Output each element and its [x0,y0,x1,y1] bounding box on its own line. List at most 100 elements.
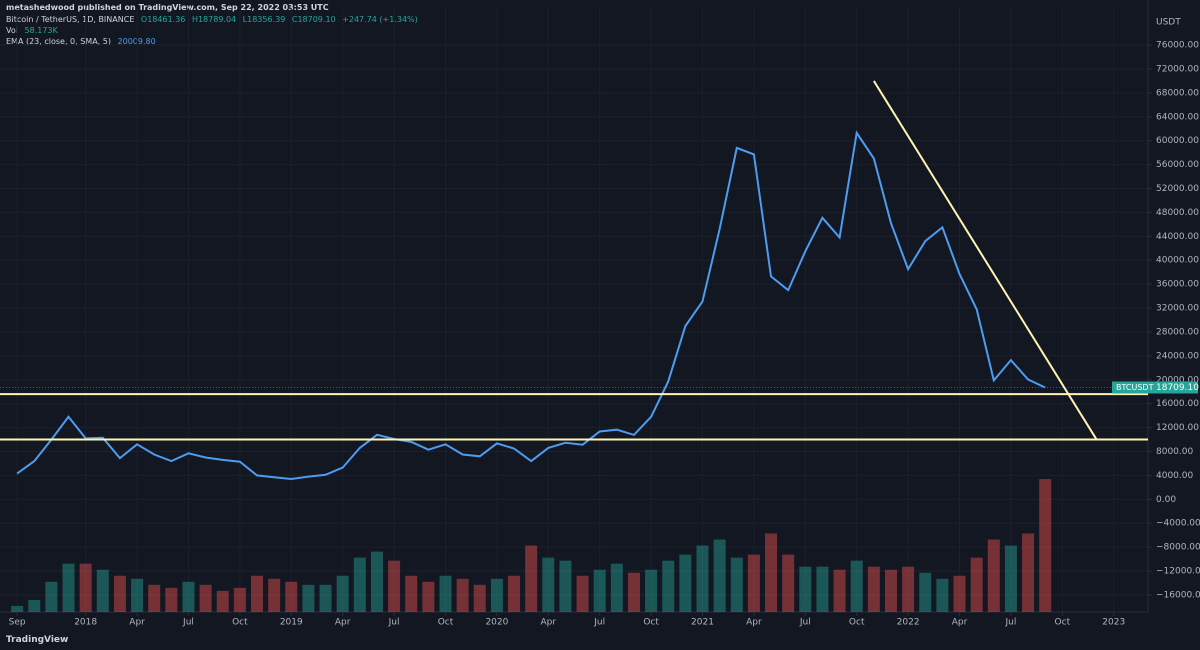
volume-bar [542,557,555,612]
volume-bar [148,584,161,612]
volume-bar [113,575,126,612]
x-tick-label: 2018 [74,618,97,628]
volume-bar [182,581,195,612]
x-tick-label: Oct [232,618,248,628]
volume-bar [336,575,349,612]
x-tick-label: 2019 [280,618,303,628]
y-tick-label: 52000.00 [1156,184,1199,194]
x-tick-label: Apr [129,618,145,628]
x-tick-label: Jul [593,618,605,628]
volume-bar [62,563,75,612]
volume-bar [456,578,469,612]
chart: USDT 76000.00 72000.00 68000.00 64000.00 600… [0,0,1200,628]
volume-bar [525,545,538,612]
volume-bar [233,587,246,612]
y-tick-label: 28000.00 [1156,327,1199,337]
volume-bar [765,533,778,612]
volume-bar [45,581,58,612]
y-tick-label: 56000.00 [1156,160,1199,170]
x-tick-label: Apr [952,618,968,628]
volume-bar [11,605,24,612]
volume-bar [953,575,966,612]
trend-line [873,80,1098,441]
volume-bar [610,563,623,612]
vol: 58.173K [24,26,58,35]
y-tick-label: 12000.00 [1156,423,1199,433]
y-tick-label: 36000.00 [1156,280,1199,290]
x-tick-label: Oct [849,618,865,628]
volume-bar [1039,479,1052,612]
y-tick-label: −12000.00 [1156,567,1200,577]
volume-bar [319,584,332,612]
volume-bar [216,590,229,612]
y-tick-label: 60000.00 [1156,136,1199,146]
volume-bar [1004,545,1017,612]
volume-bar [473,584,486,612]
volume-bar [696,545,709,612]
volume-bar [559,560,572,612]
volume-bar [936,578,949,612]
y-tick-label: 72000.00 [1156,64,1199,74]
volume-bar [268,578,281,612]
volume-bar [730,557,743,612]
last-price-box [1112,381,1198,394]
x-tick-label: Oct [643,618,659,628]
volume-bar [490,578,503,612]
volume-bar [679,554,692,612]
volume-bar [353,557,366,612]
volume-bar [833,569,846,612]
y-tick-label: 24000.00 [1156,351,1199,361]
x-tick-label: Jul [388,618,400,628]
x-tick-label: Jul [182,618,194,628]
volume-bar [388,560,401,612]
volume-bar [405,575,418,612]
volume-bar [1022,533,1035,612]
y-tick-label: 20000.00 [1156,375,1199,385]
y-tick-label: 48000.00 [1156,208,1199,218]
x-tick-label: 2020 [485,618,508,628]
x-tick-label: Jul [799,618,811,628]
last-price-name: BTCUSDT [1116,383,1154,392]
y-tick-label: 40000.00 [1156,256,1199,266]
volume-bar [902,566,915,612]
y-tick-label: 32000.00 [1156,304,1199,314]
vol-label: Vol [6,26,18,35]
volume-bar [199,584,212,612]
volume-bar [970,557,983,612]
volume-bar [285,581,298,612]
volume-bar [816,566,829,612]
change: +247.74 (+1.34%) [342,15,418,24]
volume-bar [165,587,178,612]
x-tick-label: Sep [9,618,26,628]
publisher: metashedwood published on TradingView.co… [6,3,329,12]
volume-bar [508,575,521,612]
y-tick-label: 0.00 [1156,495,1176,505]
volume-bar [302,584,315,612]
volume-bar [850,560,863,612]
y-tick-label: −4000.00 [1156,519,1200,529]
legend-line: Vol 58.173K [6,25,58,36]
y-tick-label: 68000.00 [1156,88,1199,98]
volume-bar [422,581,435,612]
y-tick-label: 76000.00 [1156,41,1199,51]
volume-bar [799,566,812,612]
x-tick-label: Oct [438,618,454,628]
x-tick-label: Apr [335,618,351,628]
x-tick-label: 2023 [1102,618,1125,628]
y-tick-label: 4000.00 [1156,471,1193,481]
volume-bar [782,554,795,612]
y-tick-label: 16000.00 [1156,399,1199,409]
volume-bar [251,575,264,612]
ema-label: EMA (23, close, 0, SMA, 5) [6,37,111,46]
close: C18709.10 [291,15,336,24]
volume-bar [593,569,606,612]
x-tick-label: 2022 [897,618,920,628]
x-tick-label: Apr [541,618,557,628]
volume-bar [747,554,760,612]
y-tick-label: 44000.00 [1156,232,1199,242]
volume-bar [96,569,109,612]
volume-bar [884,569,897,612]
x-tick-label: 2021 [691,618,714,628]
volume-bar [645,569,658,612]
